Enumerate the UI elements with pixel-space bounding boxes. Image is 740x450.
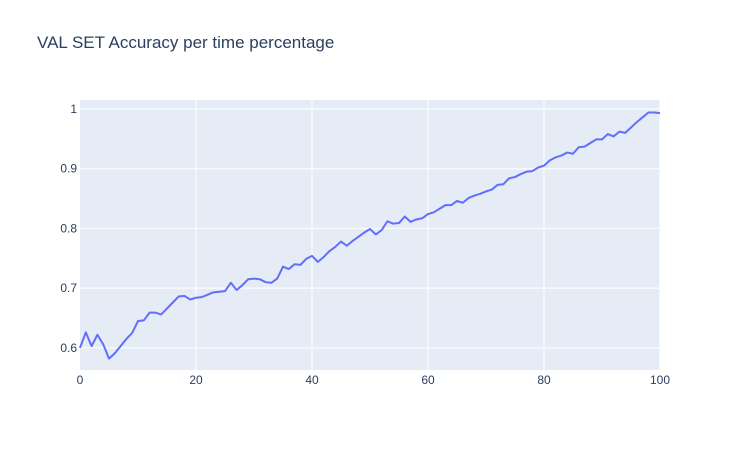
- y-axis-ticks: 0.6 0.7 0.8 0.9 1: [60, 102, 77, 355]
- series-layer: [79, 111, 661, 360]
- gridlines: [80, 100, 661, 370]
- x-tick-label: 20: [189, 373, 203, 387]
- plot-area: [80, 100, 660, 370]
- x-tick-label: 60: [421, 373, 435, 387]
- chart-title: VAL SET Accuracy per time percentage: [37, 33, 335, 52]
- y-tick-label: 0.9: [60, 162, 77, 176]
- x-tick-label: 40: [305, 373, 319, 387]
- y-tick-label: 1: [70, 102, 77, 116]
- x-axis-ticks: 0 20 40 60 80 100: [77, 373, 671, 387]
- y-tick-label: 0.8: [60, 221, 77, 235]
- series-line: [79, 111, 661, 360]
- x-tick-label: 100: [650, 373, 670, 387]
- y-tick-label: 0.6: [60, 341, 77, 355]
- x-tick-label: 80: [537, 373, 551, 387]
- x-tick-label: 0: [77, 373, 84, 387]
- y-tick-label: 0.7: [60, 281, 77, 295]
